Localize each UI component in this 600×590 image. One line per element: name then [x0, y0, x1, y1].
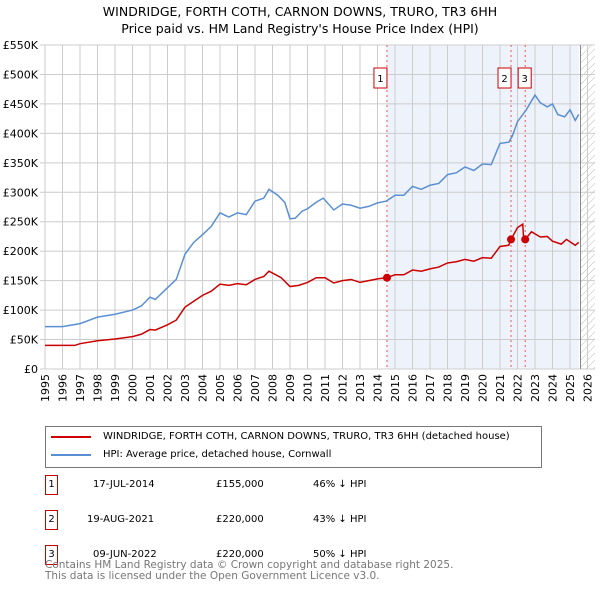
x-tick-label: 2025: [564, 374, 577, 402]
y-tick-label: £300K: [3, 186, 39, 199]
x-tick-label: 2011: [319, 374, 332, 402]
x-tick-label: 2022: [512, 374, 525, 402]
x-tick-label: 2017: [424, 374, 437, 402]
y-tick-label: £500K: [3, 68, 39, 81]
x-tick-label: 2007: [249, 374, 262, 402]
sale-price: £155,000: [216, 479, 264, 490]
sale-marker-label: 3: [45, 545, 58, 565]
chart-subtitle: Price paid vs. HM Land Registry's House …: [121, 21, 479, 36]
sale-row: 2 19-AUG-2021 £220,000 43% ↓ HPI: [45, 510, 445, 530]
x-tick-label: 2026: [582, 374, 595, 402]
sale-row: 1 17-JUL-2014 £155,000 46% ↓ HPI: [45, 475, 445, 495]
sale-marker-label: 2: [501, 74, 507, 85]
x-tick-label: 2016: [407, 374, 420, 402]
x-tick-label: 2019: [459, 374, 472, 402]
sale-point: [382, 273, 391, 282]
x-tick-label: 2005: [214, 374, 227, 402]
sale-price: £220,000: [216, 549, 264, 560]
x-tick-label: 2024: [547, 374, 560, 402]
x-tick-label: 2015: [389, 374, 402, 402]
sale-marker-box: [497, 67, 512, 89]
x-tick-label: 1997: [74, 374, 87, 402]
sale-marker-label: 2: [45, 510, 58, 530]
y-tick-label: £0: [24, 363, 38, 376]
x-tick-label: 2012: [337, 374, 350, 402]
x-tick-label: 2004: [197, 374, 210, 402]
footer-line-1: Contains HM Land Registry data © Crown c…: [45, 559, 454, 571]
sale-hpi-diff: 43% ↓ HPI: [313, 514, 367, 525]
legend-swatch-hpi: [51, 453, 91, 456]
x-tick-label: 2023: [529, 374, 542, 402]
legend-label-hpi: HPI: Average price, detached house, Corn…: [103, 449, 332, 460]
chart-title: WINDRIDGE, FORTH COTH, CARNON DOWNS, TRU…: [102, 4, 498, 19]
sale-date: 19-AUG-2021: [87, 514, 155, 525]
sale-marker-label: 3: [522, 74, 528, 85]
price-chart: 1995 1996 1997 1998 1999 2000 2001 2002 2003 2004…: [3, 39, 595, 402]
legend-swatch-property: [51, 435, 91, 438]
x-tick-label: 2003: [179, 374, 192, 402]
sale-marker-box: [373, 67, 388, 89]
series-line-hpi: [45, 93, 580, 328]
legend: WINDRIDGE, FORTH COTH, CARNON DOWNS, TRU…: [45, 426, 542, 468]
sale-marker-box: [517, 67, 532, 89]
sale-point: [507, 235, 516, 244]
x-tick-label: 2014: [372, 374, 385, 402]
sale-marker-label: 1: [377, 74, 383, 85]
x-tick-label: 2006: [232, 374, 245, 402]
x-tick-label: 1998: [92, 374, 105, 402]
y-tick-label: £200K: [3, 245, 39, 258]
sale-marker-label: 1: [45, 475, 58, 495]
x-tick-label: 1999: [109, 374, 122, 402]
x-tick-label: 1995: [39, 374, 52, 402]
y-tick-label: £400K: [3, 127, 39, 140]
sale-date: 09-JUN-2022: [93, 549, 157, 560]
x-tick-label: 2002: [162, 374, 175, 402]
x-tick-label: 2013: [354, 374, 367, 402]
sale-date: 17-JUL-2014: [93, 479, 155, 490]
y-tick-label: £150K: [3, 275, 39, 288]
sale-point: [521, 235, 530, 244]
x-tick-label: 1996: [57, 374, 70, 402]
x-tick-label: 2001: [144, 374, 157, 402]
footer-line-2: This data is licensed under the Open Gov…: [45, 570, 380, 582]
footer: Contains HM Land Registry data © Crown c…: [45, 560, 453, 582]
y-tick-label: £50K: [10, 334, 39, 347]
sale-price: £220,000: [216, 514, 264, 525]
sale-row: 3 09-JUN-2022 £220,000 50% ↓ HPI: [45, 545, 445, 565]
sale-hpi-diff: 46% ↓ HPI: [313, 479, 367, 490]
y-tick-label: £100K: [3, 304, 39, 317]
y-tick-label: £450K: [3, 98, 39, 111]
y-tick-label: £350K: [3, 157, 39, 170]
x-tick-label: 2009: [284, 374, 297, 402]
x-tick-label: 2020: [477, 374, 490, 402]
x-tick-label: 2010: [302, 374, 315, 402]
y-tick-label: £550K: [3, 39, 39, 52]
x-tick-label: 2018: [442, 374, 455, 402]
sale-hpi-diff: 50% ↓ HPI: [313, 549, 367, 560]
y-tick-label: £250K: [3, 216, 39, 229]
legend-label-property: WINDRIDGE, FORTH COTH, CARNON DOWNS, TRU…: [103, 431, 510, 442]
x-tick-label: 2021: [494, 374, 507, 402]
x-tick-label: 2008: [267, 374, 280, 402]
series-line-property: [45, 222, 580, 347]
x-tick-label: 2000: [127, 374, 140, 402]
